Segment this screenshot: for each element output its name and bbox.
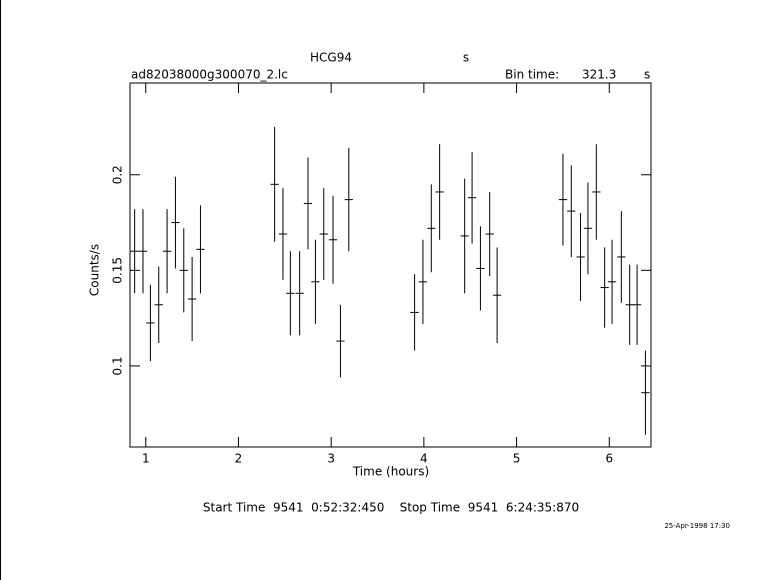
x-tick-label: 3 [327,452,335,466]
x-tick-label: 6 [605,452,613,466]
y-tick-label: 0.2 [111,165,125,184]
title-unit: s [463,51,469,65]
y-tick-label: 0.1 [111,356,125,375]
bin-time-unit: s [644,68,650,82]
footer: Start Time 9541 0:52:32:450 Stop Time 95… [203,501,579,515]
x-tick-label: 4 [420,452,428,466]
file-name: ad82038000g300070_2.lc [131,68,288,82]
x-axis-label: Time (hours) [352,465,429,479]
x-tick-label: 1 [142,452,150,466]
x-tick-label: 5 [513,452,521,466]
bin-time-label: Bin time: [505,68,559,82]
y-tick-label: 0.15 [111,257,125,284]
plot-frame [129,82,652,448]
x-tick-label: 2 [235,452,243,466]
date-stamp: 25-Apr-1998 17:30 [664,522,730,530]
bin-time: 321.3 [582,68,616,82]
chart-title: HCG94 [310,51,352,65]
y-axis-label: Counts/s [88,244,102,296]
